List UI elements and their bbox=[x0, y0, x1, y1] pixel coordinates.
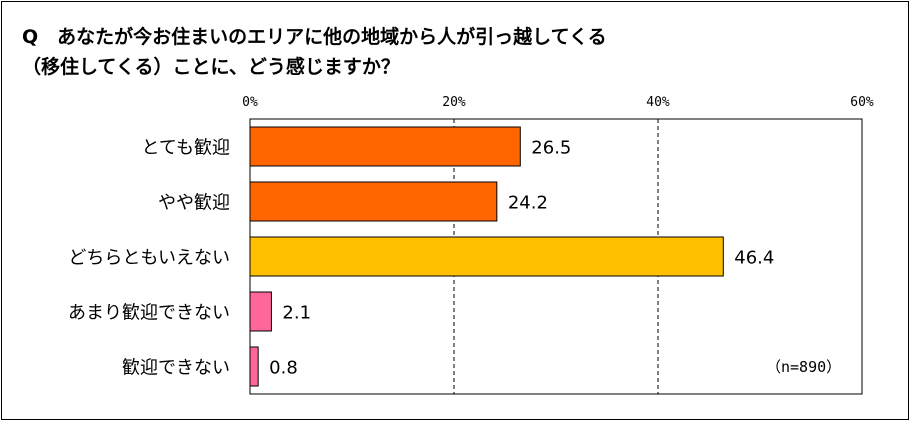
x-tick-label: 60% bbox=[850, 95, 874, 110]
question-title: Q あなたが今お住まいのエリアに他の地域から人が引っ越してくる （移住してくる）… bbox=[22, 22, 882, 82]
category-label: やや歓迎 bbox=[158, 193, 230, 214]
value-label: 26.5 bbox=[531, 138, 571, 159]
value-label: 46.4 bbox=[734, 248, 774, 269]
x-tick-label: 0% bbox=[242, 95, 258, 110]
question-title-line-1: Q あなたが今お住まいのエリアに他の地域から人が引っ越してくる bbox=[22, 26, 607, 48]
bars bbox=[249, 126, 724, 387]
category-label: とても歓迎 bbox=[141, 138, 230, 159]
value-label: 2.1 bbox=[282, 303, 311, 324]
value-label: 0.8 bbox=[269, 358, 298, 379]
bar bbox=[249, 346, 259, 387]
x-tick-labels: 0% 20% 40% 60% bbox=[242, 95, 874, 110]
bar bbox=[249, 236, 724, 277]
bar bbox=[249, 126, 521, 167]
value-label: 24.2 bbox=[508, 193, 548, 214]
plot-area-border bbox=[249, 118, 863, 395]
x-tick-label: 20% bbox=[442, 95, 466, 110]
question-title-line-2: （移住してくる）ことに、どう感じますか？ bbox=[22, 56, 400, 78]
bar bbox=[249, 181, 498, 222]
category-label: 歓迎できない bbox=[122, 358, 230, 379]
bar bbox=[249, 291, 272, 332]
x-tick-label: 40% bbox=[646, 95, 670, 110]
category-label: あまり歓迎できない bbox=[68, 303, 230, 324]
category-label: どちらともいえない bbox=[68, 248, 230, 269]
value-labels: 26.5 24.2 46.4 2.1 0.8 bbox=[269, 138, 774, 379]
sample-size-note: （n=890） bbox=[766, 358, 841, 376]
